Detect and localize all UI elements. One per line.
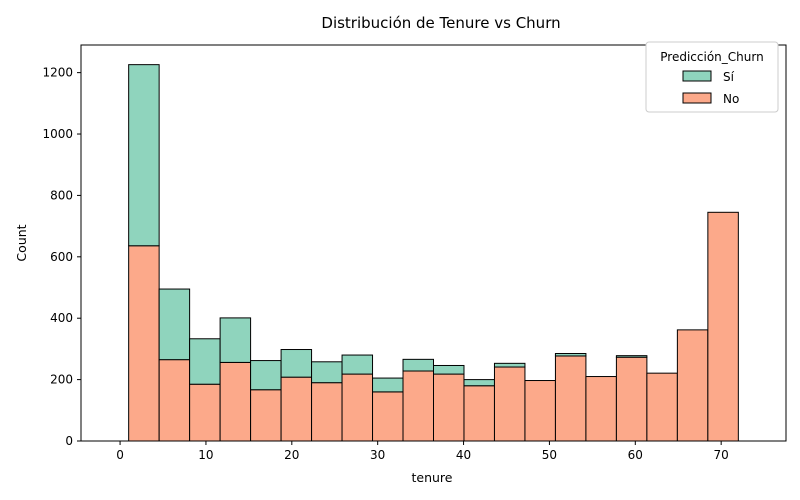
bar-si-bin-12 [493, 362, 526, 368]
bar-no-bin-13 [524, 380, 556, 442]
bar-si-bin-9 [402, 358, 435, 372]
legend-swatch-si [682, 70, 712, 82]
x-tick-label: 60 [628, 448, 643, 462]
x-tick-label: 10 [198, 448, 213, 462]
bar-no-bin-15 [585, 376, 617, 442]
bar-si-bin-0 [128, 64, 160, 247]
x-tick-label: 0 [116, 448, 124, 462]
y-tick-label: 800 [50, 188, 73, 202]
bar-no-bin-12 [493, 366, 526, 442]
y-tick-label: 0 [65, 434, 73, 448]
chart-title: Distribución de Tenure vs Churn [321, 14, 560, 32]
bar-no-bin-18 [676, 329, 709, 442]
plot-area [80, 44, 787, 442]
legend-box [645, 41, 779, 113]
bar-no-bin-5 [280, 376, 313, 442]
bar-no-bin-14 [554, 355, 587, 442]
bar-si-bin-6 [311, 361, 343, 384]
x-axis-ticks: 0 10 20 30 40 50 60 70 [116, 441, 729, 462]
bar-si-bin-16 [615, 355, 648, 358]
bar-si-bin-7 [341, 354, 374, 375]
x-tick-label: 30 [370, 448, 385, 462]
bar-si-bin-2 [189, 338, 221, 385]
bar-no-bin-19 [707, 211, 739, 442]
bar-no-bin-9 [402, 370, 435, 442]
bar-si-bin-10 [433, 364, 465, 375]
bar-no-bin-2 [189, 383, 221, 442]
bar-no-bin-6 [311, 382, 343, 442]
legend-label-si: Sí [723, 70, 735, 84]
legend-label-no: No [723, 92, 739, 106]
bar-si-bin-14 [554, 353, 587, 357]
bar-no-bin-1 [158, 359, 191, 442]
y-tick-label: 1200 [42, 66, 73, 80]
bar-no-bin-16 [615, 356, 648, 442]
y-tick-label: 600 [50, 250, 73, 264]
legend-title: Predicción_Churn [660, 50, 763, 64]
x-tick-label: 20 [284, 448, 299, 462]
bar-no-bin-11 [463, 385, 495, 442]
bar-si-bin-8 [372, 377, 404, 393]
x-axis-label: tenure [412, 470, 453, 485]
bar-no-bin-10 [433, 373, 465, 442]
bar-no-bin-0 [128, 245, 160, 442]
y-tick-label: 200 [50, 373, 73, 387]
y-tick-label: 1000 [42, 127, 73, 141]
bar-si-bin-3 [219, 317, 252, 363]
bar-si-bin-11 [463, 379, 495, 387]
bar-no-bin-17 [646, 372, 678, 442]
x-tick-label: 40 [456, 448, 471, 462]
y-axis-label: Count [14, 224, 29, 261]
bars-group [128, 64, 739, 442]
bar-no-bin-4 [250, 389, 282, 442]
y-tick-label: 400 [50, 311, 73, 325]
y-axis-ticks: 0 200 400 600 800 1000 1200 [42, 66, 81, 448]
bar-si-bin-1 [158, 288, 191, 361]
bar-si-bin-4 [250, 360, 282, 391]
axes-frame [80, 44, 787, 442]
x-tick-label: 50 [542, 448, 557, 462]
legend-swatch-no [682, 92, 712, 104]
legend: Predicción_Churn Sí No [645, 41, 779, 113]
bar-no-bin-3 [219, 361, 252, 442]
x-tick-label: 70 [714, 448, 729, 462]
bar-no-bin-7 [341, 373, 374, 442]
bar-si-bin-5 [280, 349, 313, 378]
bar-no-bin-8 [372, 391, 404, 442]
